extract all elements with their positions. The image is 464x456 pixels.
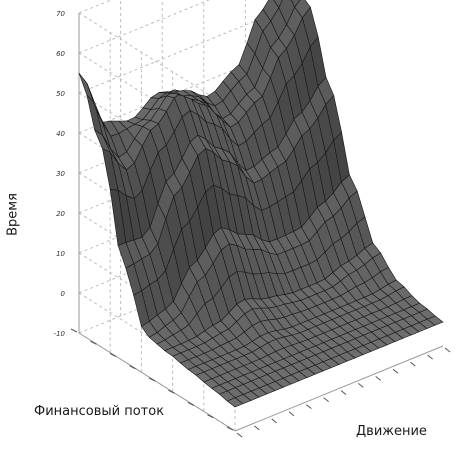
z-tick-label: 60 (56, 50, 65, 58)
y-tick-mark (410, 361, 416, 367)
x-tick-mark (70, 328, 78, 333)
y-tick-mark (375, 375, 381, 381)
axis-frame-edge (78, 332, 236, 432)
x-axis-label: Финансовый поток (34, 404, 165, 419)
surface-cell (290, 0, 301, 8)
z-tick-label: 10 (56, 250, 65, 258)
z-tick-label: -10 (54, 330, 66, 338)
y-tick-mark (358, 383, 364, 388)
z-tick-label: 20 (56, 210, 65, 218)
z-axis-ticks: 70 60 50 40 30 20 10 0 -10 (54, 10, 66, 338)
y-tick-mark (340, 390, 347, 395)
x-tick-mark (207, 414, 214, 419)
x-tick-mark (168, 389, 175, 394)
z-tick-label: 70 (56, 10, 65, 18)
z-axis-label: Время (5, 193, 21, 236)
back-wall-gridline (78, 7, 288, 94)
x-tick-mark (226, 426, 234, 431)
x-tick-mark (148, 377, 156, 382)
y-tick-mark (392, 368, 399, 374)
back-wall-gridline (78, 0, 211, 54)
x-tick-mark (90, 340, 97, 345)
surface-mesh (78, 0, 444, 408)
y-tick-mark (444, 347, 451, 353)
y-tick-mark (323, 397, 329, 402)
x-tick-mark (187, 402, 195, 406)
floor-axis-ticks (70, 328, 451, 438)
z-tick-label: 0 (61, 290, 66, 298)
z-tick-label: 50 (56, 90, 65, 98)
z-tick-label: 30 (56, 170, 65, 178)
x-tick-mark (129, 365, 136, 370)
y-axis-label: Движение (356, 424, 427, 439)
axis-frame-edge (234, 345, 444, 432)
y-tick-mark (236, 432, 243, 438)
x-tick-mark (109, 353, 117, 357)
y-tick-mark (427, 354, 433, 360)
side-wall-gridline (78, 12, 236, 112)
surface-cell (273, 0, 283, 9)
y-tick-mark (271, 418, 277, 424)
z-tick-label: 40 (56, 130, 65, 138)
y-tick-mark (306, 404, 312, 410)
back-wall-gridline (78, 0, 113, 14)
y-tick-mark (288, 411, 295, 417)
surface-cell (86, 93, 104, 136)
y-tick-mark (254, 425, 260, 431)
